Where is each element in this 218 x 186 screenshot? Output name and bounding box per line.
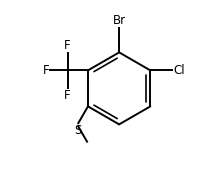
Text: F: F — [64, 89, 71, 102]
Text: F: F — [43, 64, 49, 77]
Text: S: S — [75, 124, 82, 137]
Text: Br: Br — [112, 15, 126, 28]
Text: F: F — [64, 39, 71, 52]
Text: Cl: Cl — [173, 64, 185, 77]
